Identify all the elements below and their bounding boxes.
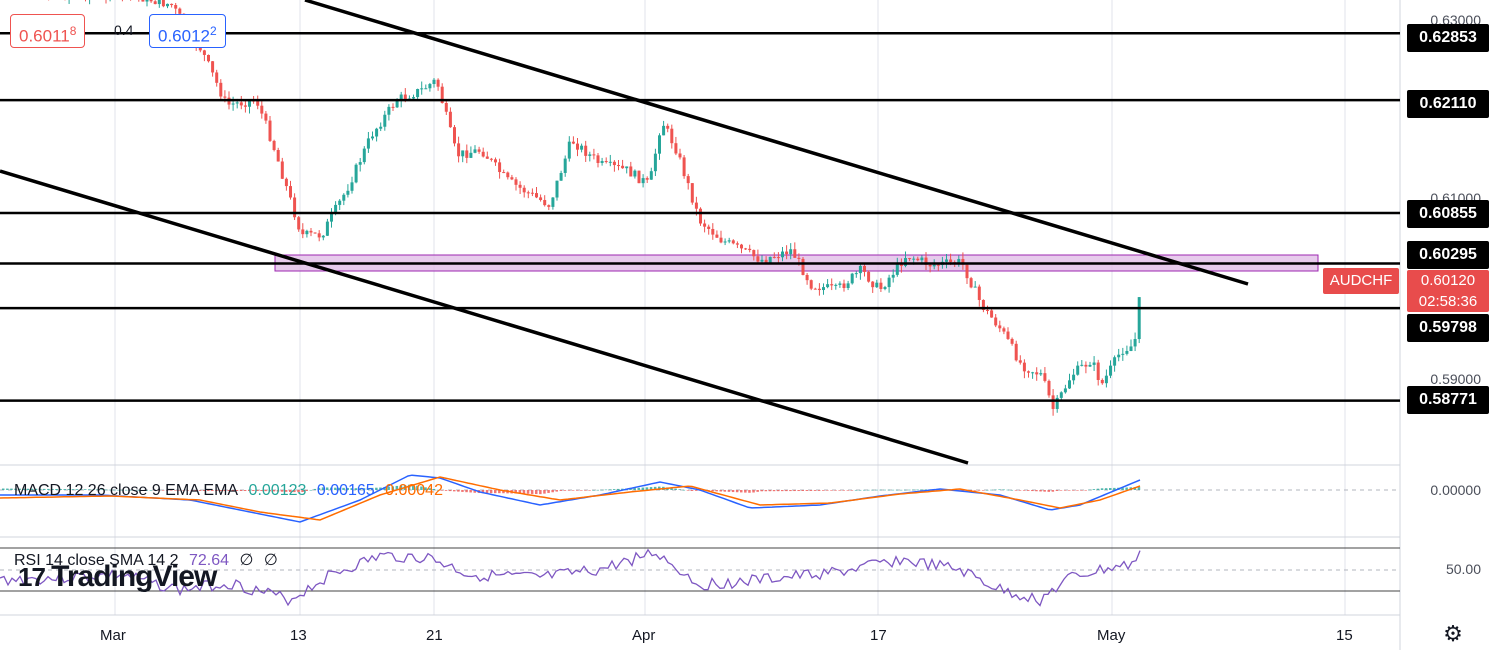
price-tick: 0.59000 [1430, 371, 1481, 387]
rsi-legend[interactable]: RSI 14 close SMA 14 2 72.64 ∅ ∅ [14, 550, 284, 570]
macd-signal-value: 0.00042 [385, 482, 443, 499]
time-tick: 21 [426, 627, 443, 644]
macd-title: MACD 12 26 close 9 EMA EMA [14, 482, 239, 499]
logo-text: TradingView [51, 560, 217, 593]
macd-axis-label: 0.00000 [1430, 482, 1481, 498]
macd-value: 0.00165 [316, 482, 375, 499]
time-tick: Mar [100, 627, 126, 644]
time-tick: May [1097, 627, 1126, 644]
macd-legend[interactable]: MACD 12 26 close 9 EMA EMA 0.00123 0.001… [14, 482, 449, 500]
level-label[interactable]: 0.60855 [1407, 200, 1489, 228]
time-tick: 17 [870, 627, 887, 644]
spread-value: 0.4 [114, 22, 134, 38]
rsi-na-2: ∅ [263, 552, 278, 569]
macd-signal-line [0, 476, 1141, 521]
level-label[interactable]: 0.59798 [1407, 314, 1489, 342]
buy-price: 0.6012 [158, 26, 210, 46]
sell-price-pip: 8 [69, 24, 77, 38]
rsi-na-1: ∅ [239, 552, 254, 569]
time-tick: 13 [290, 627, 307, 644]
rsi-axis-label: 50.00 [1445, 561, 1481, 577]
tradingview-logo: 17 TradingView [18, 560, 217, 593]
time-tick: Apr [632, 627, 656, 644]
macd-histogram [2, 484, 1141, 495]
buy-button[interactable]: 0.60122 [149, 14, 226, 48]
gear-icon[interactable]: ⚙ [1443, 621, 1463, 646]
sell-button[interactable]: 0.60118 [10, 14, 86, 48]
time-tick: 15 [1336, 627, 1353, 644]
sell-price: 0.6011 [19, 26, 70, 46]
bar-countdown: 02:58:36 [1407, 291, 1489, 312]
level-label[interactable]: 0.58771 [1407, 386, 1489, 414]
rsi-line [0, 548, 1141, 607]
horizontal-levels[interactable] [0, 31, 1400, 402]
level-label[interactable]: 0.62110 [1407, 90, 1489, 118]
current-price-label: 0.60120 [1407, 270, 1489, 291]
upper-trendline[interactable] [304, 0, 1249, 286]
level-label[interactable]: 0.62853 [1407, 24, 1489, 52]
level-label[interactable]: 0.60295 [1407, 241, 1489, 269]
rsi-value: 72.64 [188, 552, 230, 569]
macd-hist-value: 0.00123 [248, 482, 307, 499]
lower-trendline[interactable] [0, 169, 969, 465]
buy-price-pip: 2 [210, 24, 217, 38]
symbol-price-tag[interactable]: AUDCHF [1323, 268, 1399, 294]
rsi-title: RSI 14 close SMA 14 2 [14, 552, 179, 569]
candlestick-series [48, 0, 1141, 416]
